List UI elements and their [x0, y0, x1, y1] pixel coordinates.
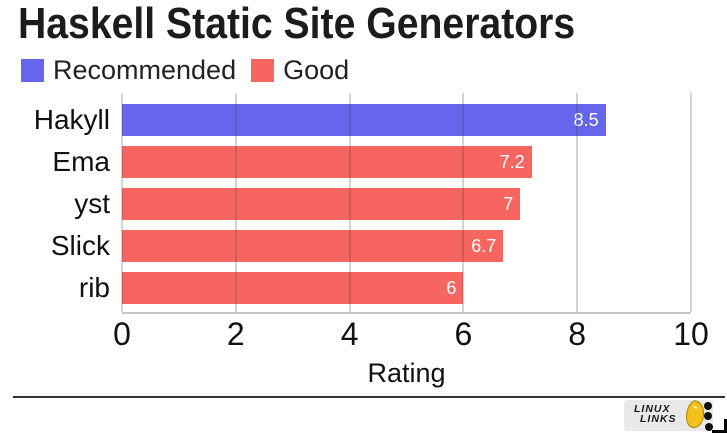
x-axis-ticks: 0 2 4 6 8 10: [113, 316, 709, 353]
logo-text-line1: LINUX: [634, 403, 671, 415]
x-tick-label-6: 6: [454, 316, 473, 352]
linuxlinks-logo-text: LINUX LINKS: [634, 403, 677, 425]
bar-rib: 6: [122, 272, 464, 304]
x-tick-label-0: 0: [113, 316, 131, 352]
legend-swatch-good: [251, 58, 275, 82]
x-tick-label-4: 4: [340, 316, 359, 352]
x-axis-title: Rating: [367, 358, 446, 388]
bar-value-label: 6.7: [471, 236, 497, 256]
bar-ema: 7.2: [122, 146, 532, 178]
bar-hakyll: 8.5: [122, 104, 606, 136]
category-label-ema: Ema: [52, 146, 110, 177]
bar-value-label: 8.5: [573, 110, 599, 130]
bar-value-label: 6: [446, 278, 457, 298]
cursor-artifact: [712, 419, 727, 433]
legend-label-good: Good: [283, 55, 350, 85]
bar-slick: 6.7: [122, 230, 504, 262]
x-tick-label-10: 10: [673, 316, 709, 352]
legend-swatch-recommended: [21, 58, 44, 82]
category-label-rib: rib: [78, 272, 110, 303]
bar-value-label: 7: [503, 194, 514, 214]
legend-item-good: Good: [251, 56, 349, 84]
x-tick-label-2: 2: [226, 316, 245, 352]
logo-text-line2: LINKS: [640, 413, 677, 425]
legend-label-recommended: Recommended: [53, 55, 237, 85]
legend-item-recommended: Recommended: [21, 56, 236, 84]
category-label-yst: yst: [74, 188, 110, 219]
penguin-icon: [686, 400, 713, 431]
plot-area: 8.5 7.2 7 6.7 6: [121, 93, 692, 314]
bar-yst: 7: [122, 188, 521, 220]
chart-title: Haskell Static Site Generators: [18, 0, 576, 48]
bars-layer: 8.5 7.2 7 6.7 6: [122, 93, 691, 312]
x-tick-label-8: 8: [568, 316, 587, 352]
legend: Recommended Good: [21, 56, 349, 84]
footer-divider: [13, 396, 725, 398]
linuxlinks-logo: LINUX LINKS: [624, 400, 713, 431]
y-axis-category-labels: Hakyll Ema yst Slick rib: [0, 93, 116, 312]
bar-value-label: 7.2: [499, 152, 525, 172]
category-label-hakyll: Hakyll: [33, 104, 110, 135]
category-label-slick: Slick: [50, 230, 110, 261]
